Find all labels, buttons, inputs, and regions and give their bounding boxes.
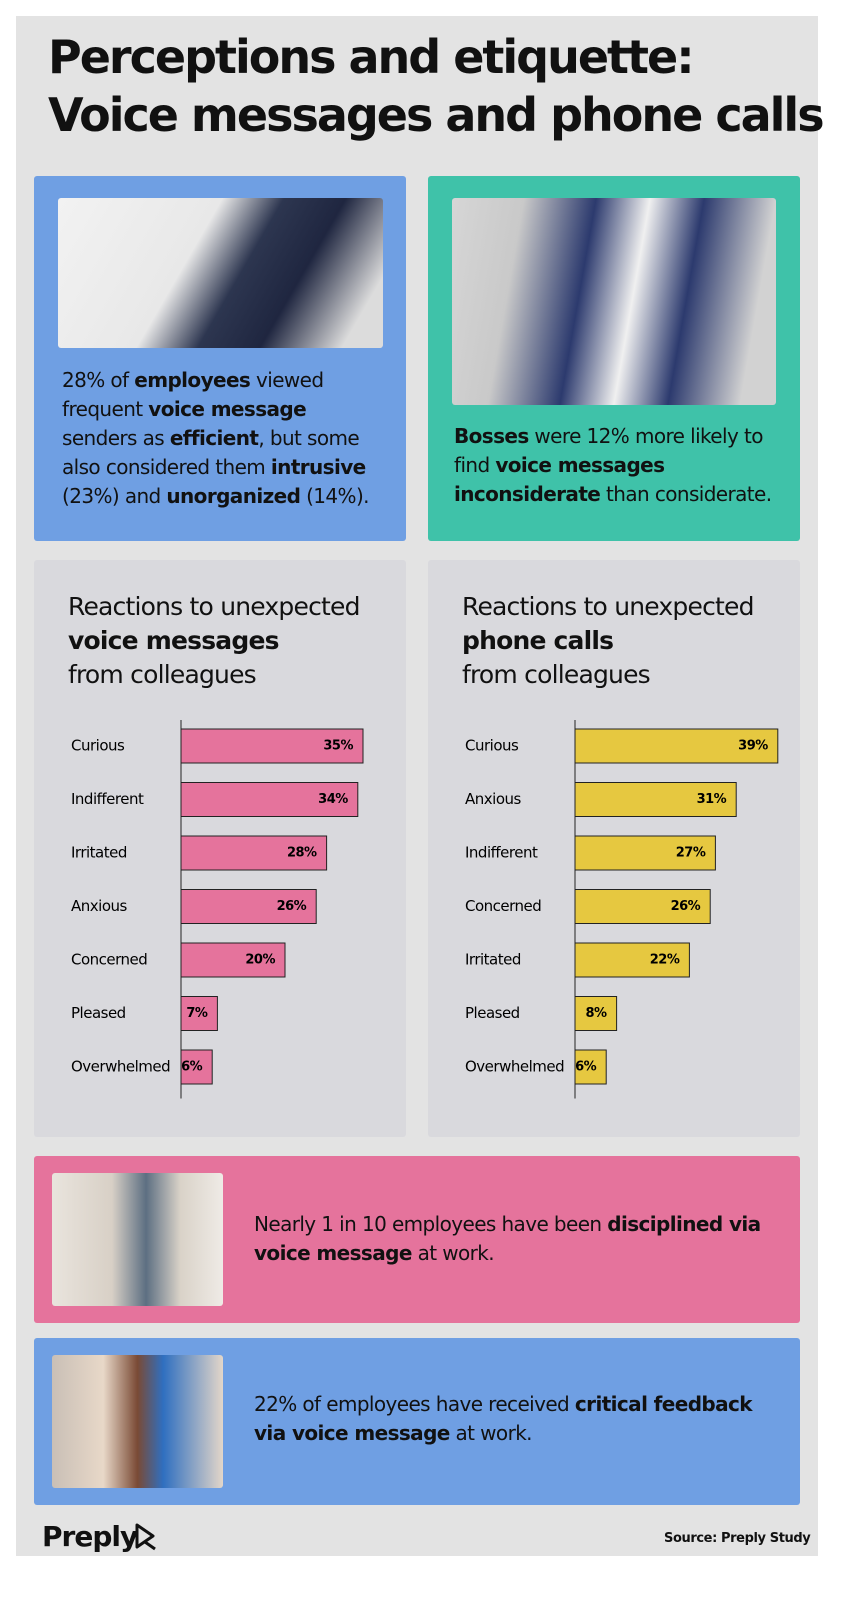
title: Perceptions and etiquette: (48, 30, 695, 84)
text: 22% of employees have received (254, 1392, 575, 1416)
text: at work. (449, 1421, 533, 1445)
category-label: Pleased (465, 1004, 520, 1022)
text: senders as (62, 397, 312, 450)
bar (574, 782, 737, 817)
title-bold: phone calls (462, 626, 614, 655)
bar (574, 889, 711, 924)
text: (23%) and (62, 455, 372, 508)
stat-card: Bosses were 12% more likely to find voic… (428, 176, 800, 541)
bold-text: efficient (169, 426, 259, 450)
bar (574, 996, 618, 1031)
bar (180, 889, 317, 924)
bold-text: Bosses (454, 424, 529, 448)
subtitle: from colleagues (462, 660, 651, 689)
bold-text: employees (134, 368, 251, 392)
text: at work. (411, 1241, 495, 1265)
chart-panel: Reactions to unexpected phone calls from c… (428, 560, 800, 1137)
title: Voice messages and phone calls (48, 88, 825, 142)
chart-title: Reactions to unexpected voice messages fro… (68, 590, 360, 692)
logo-shape (135, 1523, 156, 1551)
value-label: 26% (671, 899, 701, 914)
bar (180, 996, 218, 1031)
photo (58, 198, 383, 348)
bar (574, 835, 716, 871)
brand: Preply (42, 1520, 138, 1553)
category-label: Irritated (465, 951, 521, 969)
bar (180, 728, 364, 764)
value-label: 27% (676, 846, 706, 861)
bar (180, 782, 359, 817)
value-label: 34% (318, 792, 348, 807)
value-label: 22% (650, 953, 680, 968)
value-label: 31% (697, 792, 727, 807)
category-label: Indifferent (71, 790, 144, 808)
text: were 12% more likely to find (454, 424, 769, 477)
category-label: Anxious (71, 897, 127, 915)
category-label: Overwhelmed (71, 1058, 170, 1076)
title-bold: voice messages (68, 626, 279, 655)
brand-logo (135, 1523, 156, 1551)
value-label: 7% (186, 1006, 208, 1021)
value-label: 20% (245, 953, 275, 968)
category-label: Pleased (71, 1004, 126, 1022)
value-label: 6% (181, 1060, 203, 1075)
category-label: Indifferent (465, 844, 538, 862)
category-label: Overwhelmed (465, 1058, 564, 1076)
value-label: 39% (738, 739, 768, 754)
source: Source: Preply Study (664, 1531, 811, 1546)
value-label: 28% (287, 846, 317, 861)
bold-text: unorganized (166, 484, 301, 508)
category-label: Concerned (465, 897, 541, 915)
chart-title: Reactions to unexpected phone calls from c… (462, 590, 754, 692)
text: viewed frequent (62, 368, 330, 421)
card-text: 28% of employees viewed frequent voice m… (62, 366, 382, 511)
text: than considerate. (600, 482, 772, 506)
category-label: Curious (71, 737, 125, 755)
value-label: 26% (277, 899, 307, 914)
value-label: 35% (323, 739, 353, 754)
photo (52, 1355, 223, 1488)
bold-text: voice message (148, 397, 307, 421)
category-label: Irritated (71, 844, 127, 862)
bold-text: intrusive (270, 455, 366, 479)
bar (180, 942, 286, 978)
value-label: 6% (575, 1060, 597, 1075)
category-label: Anxious (465, 790, 521, 808)
chart: Curious 35% Indifferent 34% Irritated 28% Anxi… (71, 720, 364, 1099)
stat-card: 28% of employees viewed frequent voice m… (34, 176, 406, 541)
bold-text: disciplined via voice message (254, 1212, 767, 1265)
text: , but some also considered them (62, 426, 365, 479)
title-text: Reactions to unexpected (462, 592, 754, 621)
bar (574, 1049, 607, 1085)
bar (574, 942, 690, 978)
card-text: 22% of employees have received critical … (254, 1390, 774, 1448)
chart-panel: Reactions to unexpected voice messages fro… (34, 560, 406, 1137)
bar (574, 728, 779, 764)
bold-text: critical feedback via voice message (254, 1392, 759, 1445)
card-text: Nearly 1 in 10 employees have been disci… (254, 1210, 774, 1268)
subtitle: from colleagues (68, 660, 257, 689)
category-label: Concerned (71, 951, 147, 969)
value-label: 8% (586, 1006, 608, 1021)
text: 28% of (62, 368, 135, 392)
title-text: Reactions to unexpected (68, 592, 360, 621)
bar (180, 1049, 213, 1085)
text: (14%). (300, 484, 369, 508)
bar (180, 835, 328, 871)
stat-card: Nearly 1 in 10 employees have been disci… (34, 1156, 800, 1323)
card-text: Bosses were 12% more likely to find voic… (454, 422, 784, 509)
stat-card: 22% of employees have received critical … (34, 1338, 800, 1505)
photo (452, 198, 776, 405)
bold-text: voice messages inconsiderate (454, 453, 671, 506)
chart: Curious 39% Anxious 31% Indifferent 27% Concer… (465, 720, 779, 1099)
category-label: Curious (465, 737, 519, 755)
photo (52, 1173, 223, 1306)
text: Nearly 1 in 10 employees have been (254, 1212, 608, 1236)
